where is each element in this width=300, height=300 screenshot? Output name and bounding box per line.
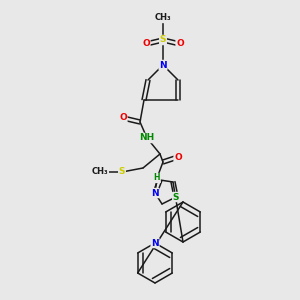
Text: O: O xyxy=(176,40,184,49)
Text: N: N xyxy=(159,61,167,70)
Text: H: H xyxy=(154,173,160,182)
Text: O: O xyxy=(174,152,182,161)
Text: N: N xyxy=(151,188,159,197)
Text: S: S xyxy=(173,193,179,202)
Text: S: S xyxy=(160,35,166,44)
Text: NH: NH xyxy=(140,134,154,142)
Text: O: O xyxy=(142,40,150,49)
Text: CH₃: CH₃ xyxy=(155,14,171,22)
Text: O: O xyxy=(119,113,127,122)
Text: CH₃: CH₃ xyxy=(92,167,108,176)
Text: S: S xyxy=(119,167,125,176)
Text: N: N xyxy=(151,238,159,247)
